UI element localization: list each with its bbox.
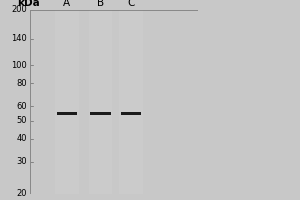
Text: kDa: kDa — [17, 0, 40, 8]
Bar — [121, 112, 141, 115]
Text: 60: 60 — [16, 102, 27, 111]
Text: C: C — [127, 0, 134, 8]
Text: 50: 50 — [16, 116, 27, 125]
Text: 200: 200 — [11, 5, 27, 15]
Bar — [89, 10, 112, 194]
Text: 80: 80 — [16, 79, 27, 88]
Text: A: A — [63, 0, 70, 8]
Bar — [55, 10, 79, 194]
Text: 30: 30 — [16, 157, 27, 166]
Text: 100: 100 — [11, 61, 27, 70]
Text: 20: 20 — [16, 190, 27, 198]
Bar — [119, 10, 142, 194]
Bar — [91, 112, 111, 115]
Text: 40: 40 — [16, 134, 27, 143]
Text: 140: 140 — [11, 34, 27, 43]
Text: B: B — [97, 0, 104, 8]
Bar — [57, 112, 77, 115]
